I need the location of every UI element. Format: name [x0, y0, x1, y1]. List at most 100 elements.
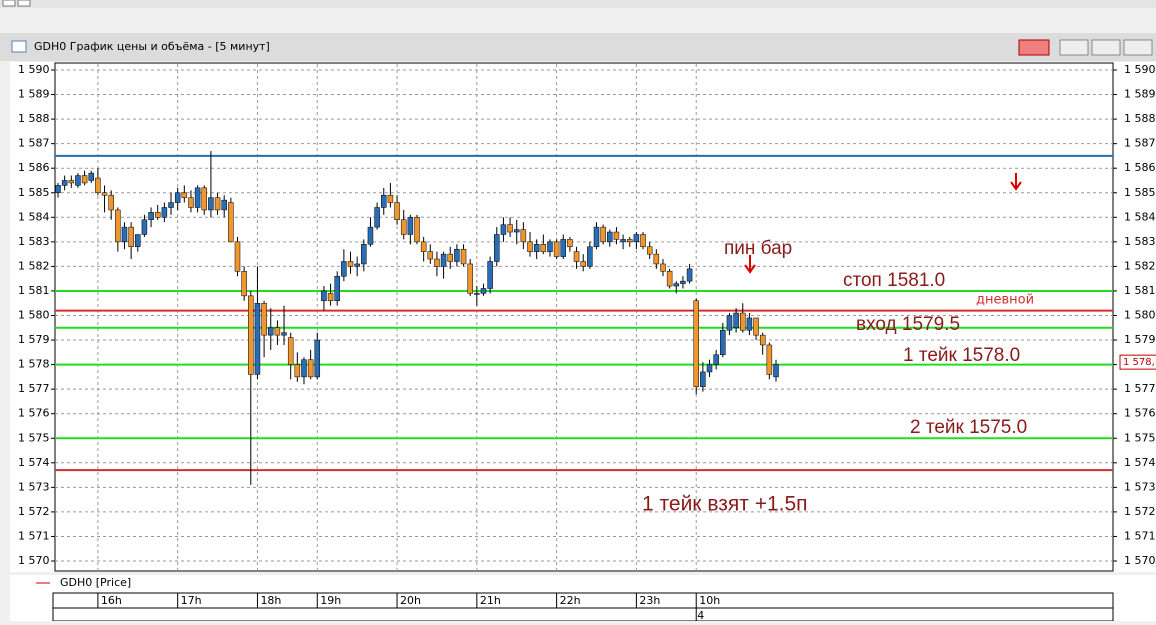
- candle-body: [613, 231, 620, 240]
- candle-body: [374, 207, 380, 228]
- y-tick-label: 1 580: [18, 309, 50, 322]
- candle-body: [633, 234, 640, 243]
- candle-body: [294, 364, 301, 378]
- candle-body: [440, 253, 447, 267]
- candle-body: [400, 219, 407, 235]
- candle-body: [427, 251, 434, 260]
- candle-body: [507, 224, 513, 233]
- y-tick-label: 1 588: [18, 112, 50, 125]
- y-tick-label: 1 581: [1124, 284, 1156, 297]
- y-tick-label: 1 579: [18, 333, 50, 346]
- toolbar: [0, 0, 1156, 8]
- y-tick-label: 1 590: [1124, 63, 1156, 76]
- annotation: 2 тейк 1575.0: [910, 417, 1027, 438]
- title-bar: [0, 33, 1156, 61]
- close-button[interactable]: [1123, 39, 1153, 56]
- candle-body: [168, 202, 174, 208]
- candle-body: [600, 226, 606, 243]
- candle-body: [301, 359, 307, 378]
- candle-body: [766, 344, 773, 375]
- y-tick-label: 1 584: [18, 210, 50, 223]
- candle-body: [174, 192, 181, 203]
- candle-body: [447, 253, 453, 262]
- candle-body: [513, 229, 520, 233]
- candle-body: [753, 317, 759, 336]
- y-tick-label: 1 577: [1124, 382, 1156, 395]
- annotation: дневной: [976, 293, 1034, 308]
- toolbar-button[interactable]: [2, 0, 16, 7]
- y-tick-label: 1 574: [1124, 456, 1156, 469]
- y-tick-label: 1 575: [1124, 431, 1156, 444]
- y-tick-label: 1 585: [18, 186, 50, 199]
- candle-body: [567, 239, 573, 248]
- candle-body: [181, 192, 188, 198]
- candle-body: [221, 199, 227, 211]
- candle-body: [560, 239, 567, 257]
- maximize-button[interactable]: [1091, 39, 1121, 56]
- candle-body: [334, 275, 340, 302]
- y-tick-label: 1 570: [18, 554, 50, 567]
- candle-body: [660, 263, 666, 272]
- last-price-box: [1119, 354, 1156, 370]
- candle-body: [686, 268, 693, 282]
- candle-body: [580, 261, 586, 267]
- last-price-label: 1 578,1: [1123, 357, 1156, 368]
- candle-body: [61, 180, 68, 186]
- plot-background: [10, 62, 1156, 572]
- candle-body: [281, 332, 287, 336]
- candle-body: [646, 246, 653, 255]
- candle-body: [128, 226, 134, 248]
- y-tick-label: 1 572: [18, 505, 50, 518]
- candle-body: [533, 244, 540, 252]
- candle-body: [55, 185, 61, 193]
- window-title: GDH0 График цены и объёма - [5 минут]: [34, 40, 270, 53]
- candle-body: [673, 283, 680, 287]
- candle-body: [640, 234, 646, 248]
- arrow: [744, 255, 756, 274]
- candle-body: [194, 187, 201, 208]
- minimize-button[interactable]: [1059, 39, 1089, 56]
- annotation: стоп 1581.0: [843, 270, 945, 291]
- candle-body: [407, 217, 414, 235]
- candle-body: [387, 194, 394, 203]
- candle-body: [700, 371, 706, 387]
- y-tick-label: 1 588: [1124, 112, 1156, 125]
- candle-body: [274, 327, 281, 336]
- y-tick-label: 1 578: [18, 358, 50, 371]
- y-tick-label: 1 575: [18, 431, 50, 444]
- y-tick-label: 1 579: [1124, 333, 1156, 346]
- candle-body: [467, 263, 473, 294]
- candle-body: [228, 202, 234, 243]
- y-tick-label: 1 576: [18, 407, 50, 420]
- candle-body: [75, 175, 81, 186]
- candle-body: [587, 246, 593, 267]
- x-tick-label: 10h: [699, 594, 720, 607]
- y-tick-label: 1 570: [1124, 554, 1156, 567]
- toolbar-button[interactable]: [17, 0, 31, 7]
- y-tick-label: 1 587: [1124, 137, 1156, 150]
- candle-body: [367, 226, 374, 245]
- candle-body: [454, 248, 460, 262]
- candle-body: [394, 202, 400, 221]
- candle-body: [148, 212, 154, 221]
- candle-body: [713, 354, 719, 365]
- candle-body: [101, 192, 108, 196]
- candle-body: [547, 241, 553, 252]
- candle-body: [434, 258, 440, 267]
- y-tick-label: 1 584: [1124, 210, 1156, 223]
- x-tick-label: 19h: [320, 594, 341, 607]
- y-tick-label: 1 583: [1124, 235, 1156, 248]
- y-tick-label: 1 573: [18, 480, 50, 493]
- y-tick-label: 1 590: [18, 63, 50, 76]
- candle-body: [261, 302, 267, 336]
- link-button[interactable]: [1018, 39, 1050, 56]
- y-tick-label: 1 585: [1124, 186, 1156, 199]
- candle-body: [680, 280, 686, 284]
- candle-body: [354, 263, 360, 267]
- y-tick-label: 1 587: [18, 137, 50, 150]
- y-tick-label: 1 571: [18, 529, 50, 542]
- candle-body: [95, 177, 101, 194]
- candle-body: [254, 302, 261, 375]
- candle-body: [726, 315, 733, 331]
